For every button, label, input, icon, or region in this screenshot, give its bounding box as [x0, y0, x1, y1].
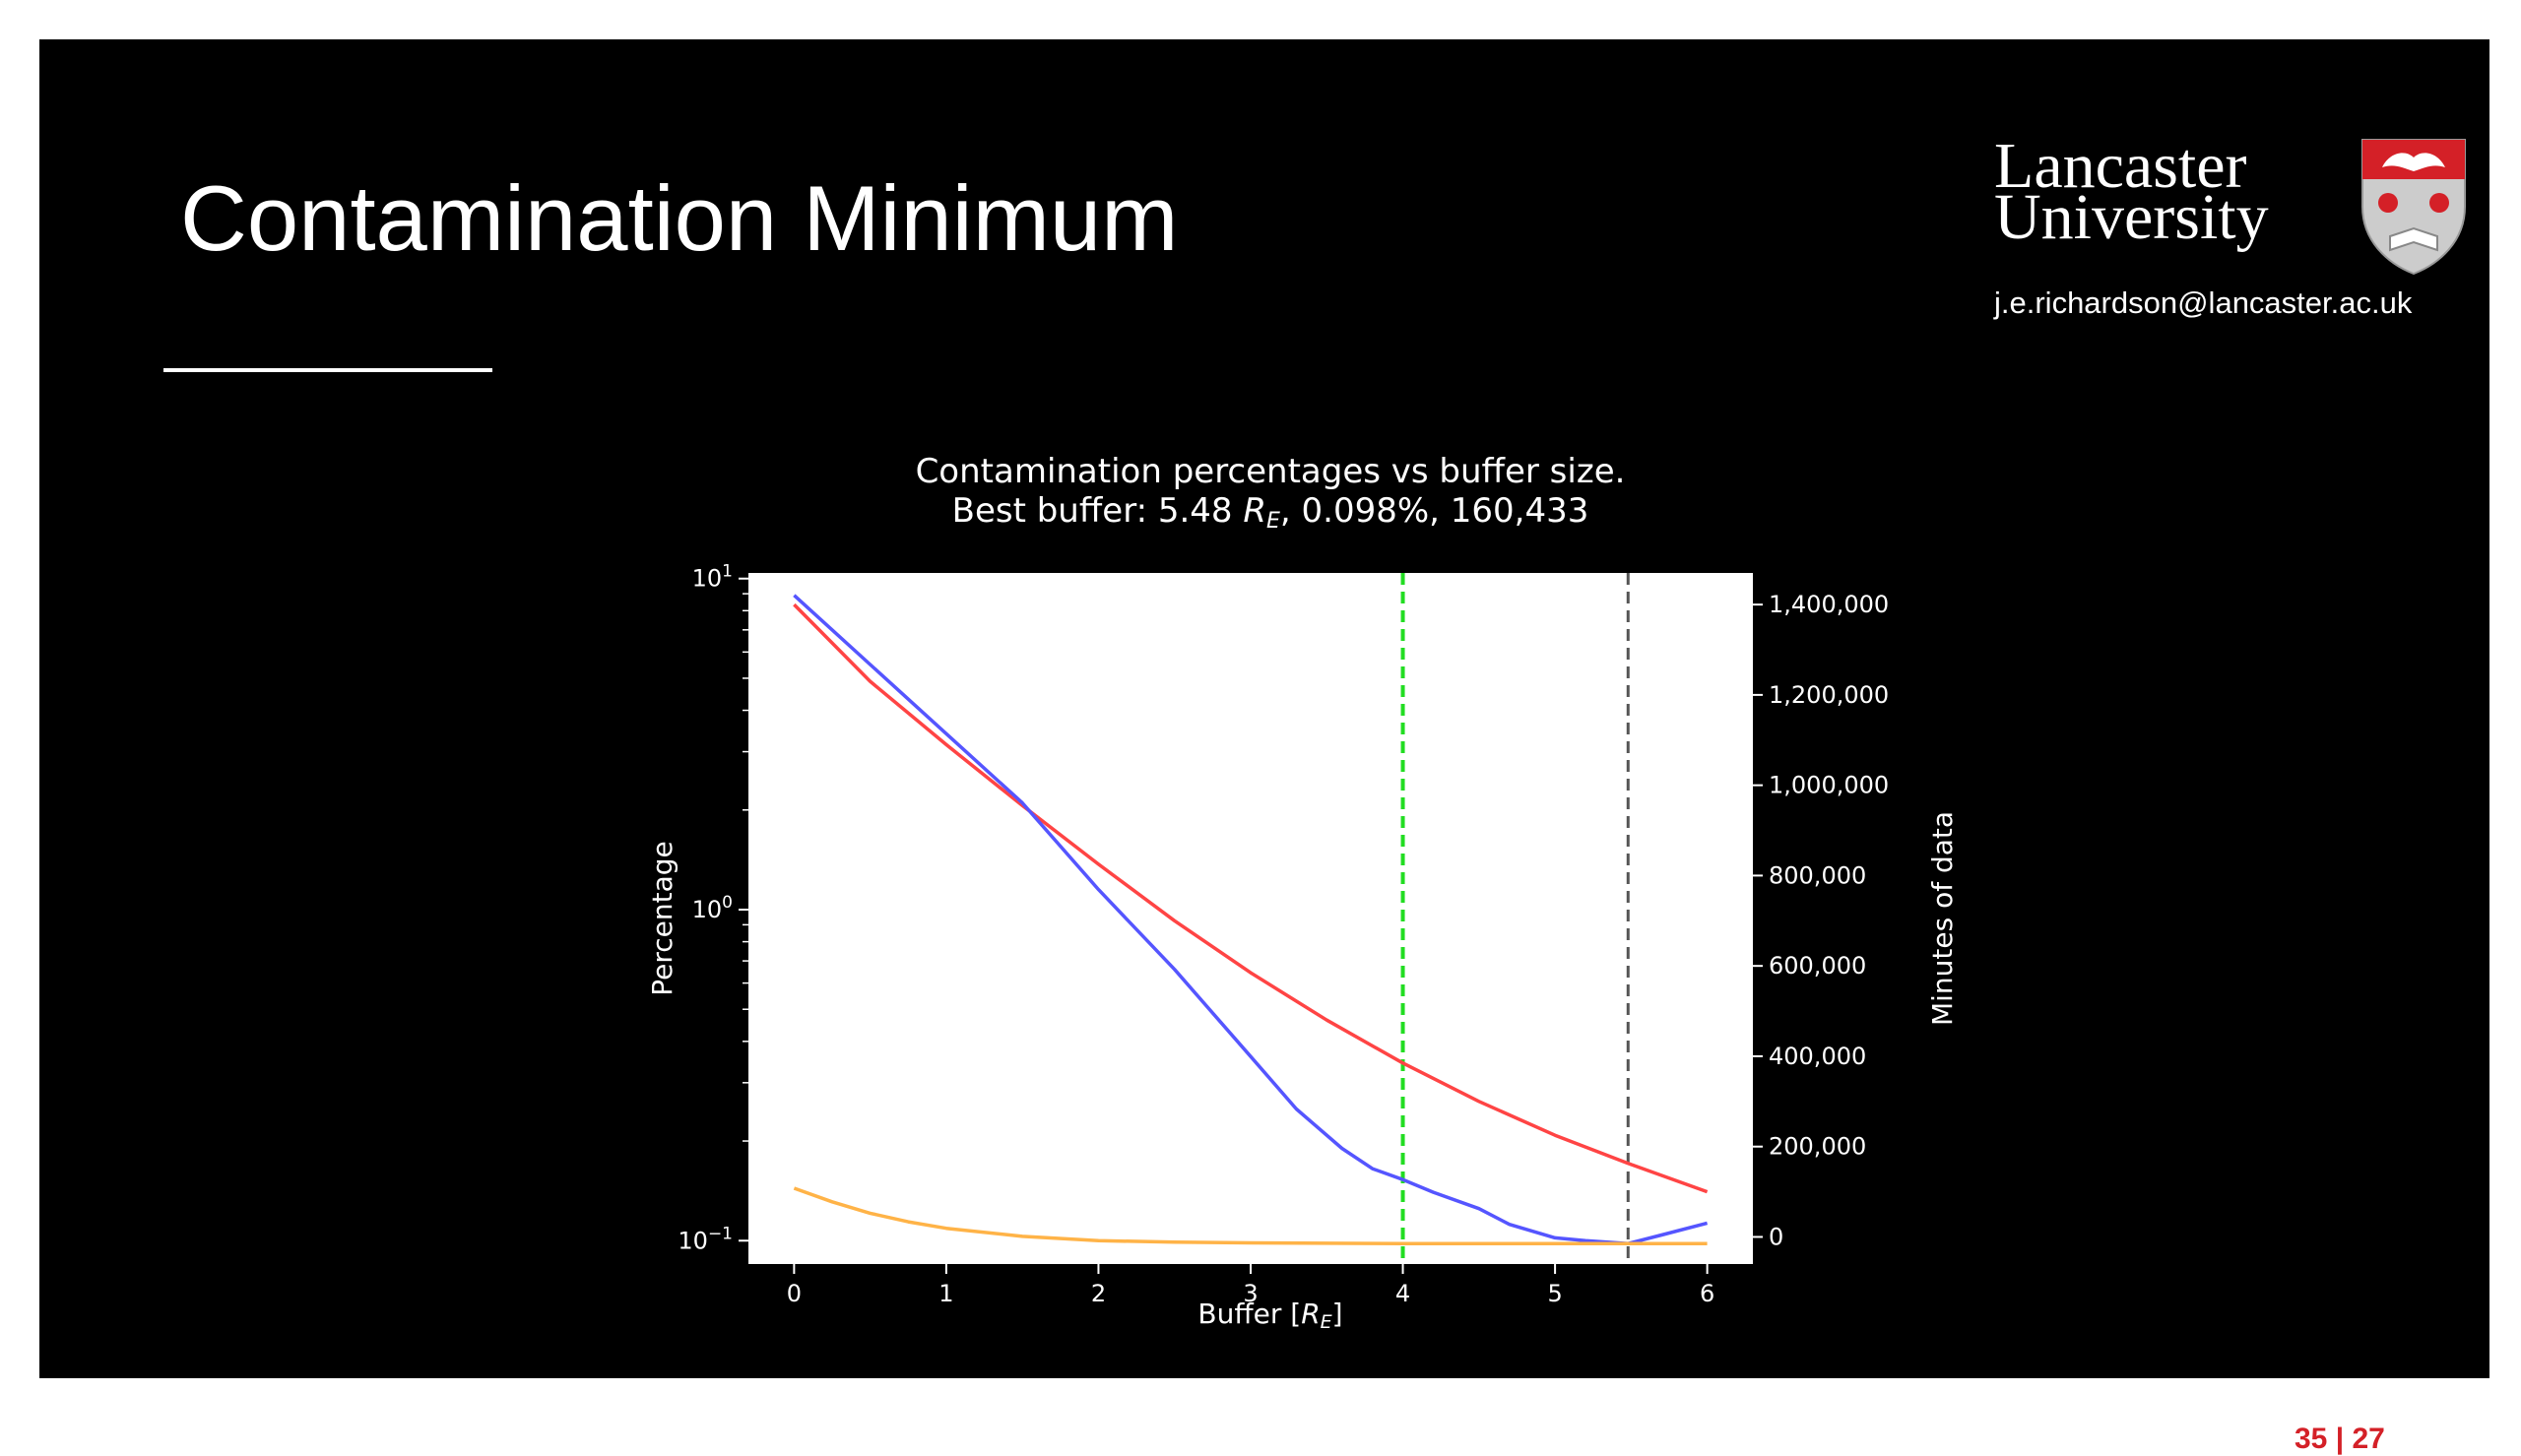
y-right-tick-label: 200,000 — [1769, 1133, 1866, 1161]
x-tick-label: 0 — [787, 1280, 802, 1307]
slide: Contamination Minimum Lancaster Universi… — [39, 39, 2489, 1455]
chart-title-line2: Best buffer: 5.48 RE, 0.098%, 160,433 — [952, 491, 1589, 534]
y-right-tick-label: 600,000 — [1769, 952, 1866, 980]
slide-title: Contamination Minimum — [180, 166, 1179, 270]
y-left-tick-label: 10−1 — [678, 1224, 733, 1254]
contamination-chart: Contamination percentages vs buffer size… — [646, 452, 1959, 1333]
x-tick-label: 1 — [938, 1280, 953, 1307]
y-left-tick-label: 100 — [692, 893, 733, 923]
x-tick-label: 4 — [1395, 1280, 1410, 1307]
logo-text-line1: Lancaster — [1994, 130, 2247, 202]
y-right-tick-label: 400,000 — [1769, 1043, 1866, 1070]
y-right-tick-label: 0 — [1769, 1223, 1783, 1250]
university-logo: Lancaster University — [1994, 96, 2477, 284]
page-total: 27 — [2352, 1423, 2385, 1455]
page-separator: | — [2335, 1423, 2345, 1455]
x-axis-label: Buffer [RE] — [1197, 1298, 1342, 1333]
y-axis-label-left: Percentage — [646, 841, 679, 996]
y-right-tick-label: 1,000,000 — [1769, 772, 1889, 799]
page-number: 35 | 27 — [2295, 1423, 2385, 1456]
x-tick-label: 5 — [1547, 1280, 1562, 1307]
plot-area — [748, 573, 1753, 1264]
x-tick-label: 6 — [1700, 1280, 1714, 1307]
contact-email: j.e.richardson@lancaster.ac.uk — [1994, 285, 2413, 320]
y-right-tick-label: 800,000 — [1769, 861, 1866, 889]
title-underline — [163, 368, 492, 372]
crest-icon — [2361, 139, 2466, 276]
y-right-tick-label: 1,200,000 — [1769, 681, 1889, 709]
y-axis-label-right: Minutes of data — [1926, 811, 1959, 1026]
logo-text-line2: University — [1994, 181, 2269, 253]
series-line — [793, 602, 1709, 1194]
chart-title-line1: Contamination percentages vs buffer size… — [916, 452, 1626, 491]
series-line — [793, 1186, 1708, 1245]
series-line — [793, 594, 1709, 1245]
x-tick-label: 3 — [1243, 1280, 1258, 1307]
x-tick-label: 2 — [1091, 1280, 1106, 1307]
page-current: 35 — [2295, 1423, 2328, 1455]
y-right-tick-label: 1,400,000 — [1769, 591, 1889, 618]
y-left-tick-label: 101 — [692, 562, 733, 593]
